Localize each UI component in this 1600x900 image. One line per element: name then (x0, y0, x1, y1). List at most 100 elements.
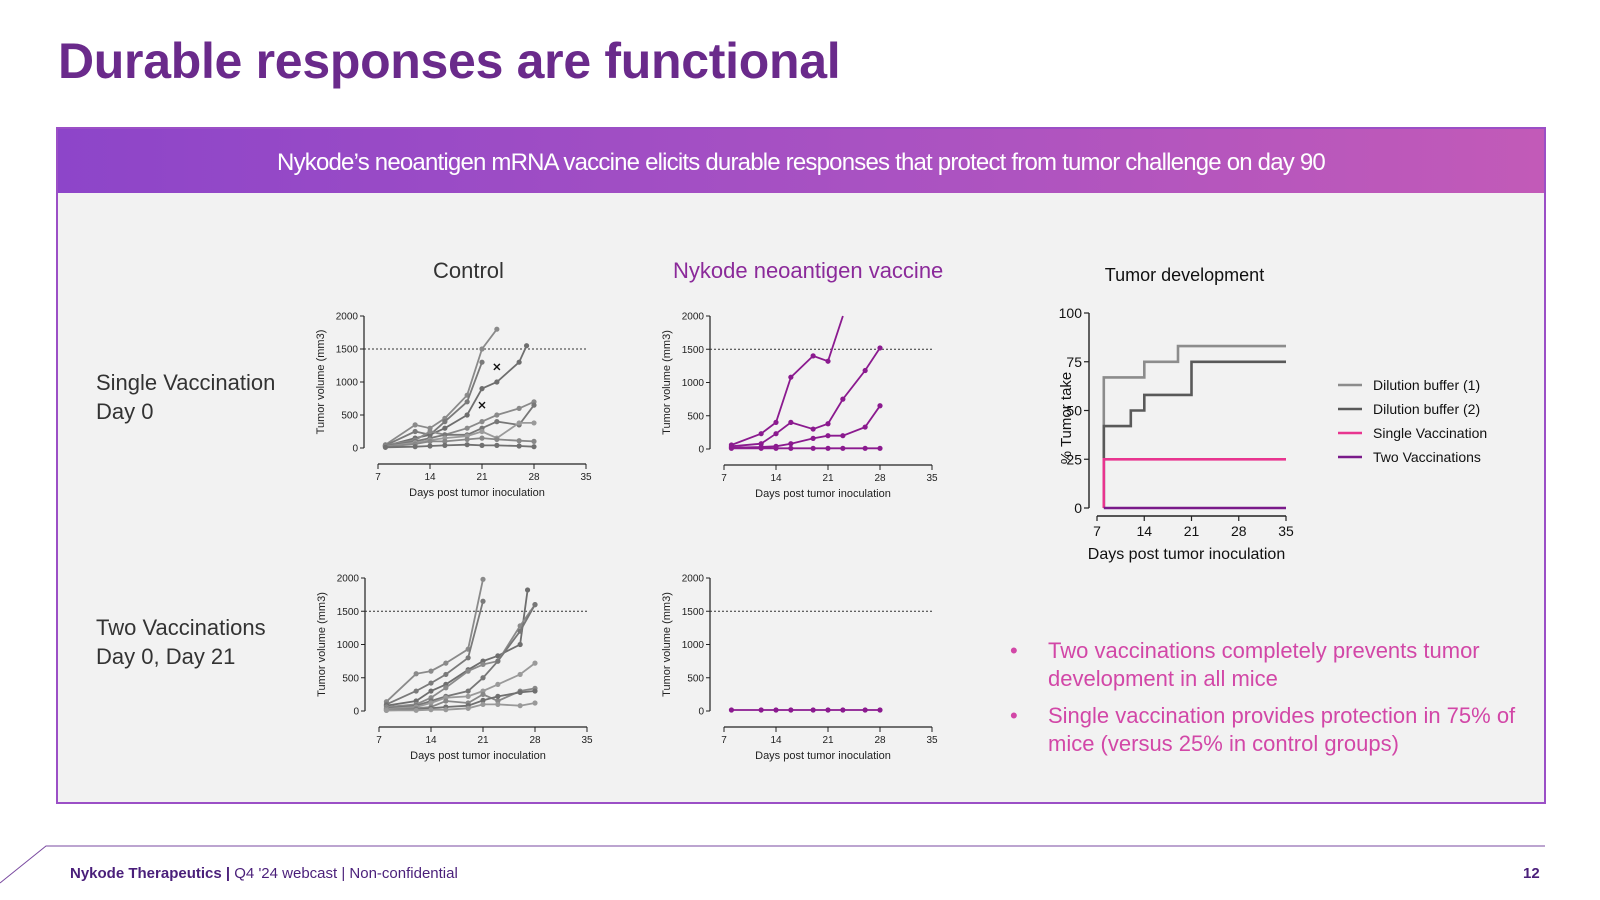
data-point (840, 396, 846, 402)
data-point (480, 701, 486, 707)
x-axis-label: Days post tumor inoculation (409, 487, 545, 499)
data-point (810, 707, 816, 713)
series-step-line (1102, 344, 1286, 508)
x-tick-label: 35 (926, 735, 938, 746)
x-tick-label: 28 (1231, 523, 1247, 539)
data-point (788, 374, 794, 380)
data-point (877, 445, 883, 451)
x-tick-label: 28 (874, 735, 886, 746)
data-point (825, 421, 831, 427)
data-point (840, 433, 846, 439)
data-point (495, 693, 501, 699)
series-line (386, 604, 536, 710)
data-point (516, 420, 522, 426)
x-tick-label: 35 (1278, 523, 1294, 539)
data-point (480, 576, 486, 582)
data-point (428, 680, 434, 686)
data-point (480, 675, 486, 681)
x-tick-label: 28 (874, 473, 886, 484)
data-point (479, 435, 485, 441)
data-point (442, 425, 448, 431)
x-tick-label: 35 (581, 735, 593, 746)
series-line (386, 601, 484, 706)
data-point (788, 441, 794, 447)
data-point (494, 419, 500, 425)
data-point (464, 442, 470, 448)
data-point (464, 399, 470, 405)
series-line (385, 579, 484, 703)
y-tick-label: 1500 (682, 345, 705, 356)
y-tick-label: 0 (698, 707, 704, 718)
chart-title: Tumor development (1105, 265, 1264, 285)
x-axis-label: Days post tumor inoculation (755, 488, 891, 500)
data-point (862, 424, 868, 430)
data-point (465, 705, 471, 711)
data-point (532, 700, 538, 706)
data-point (862, 445, 868, 451)
y-tick-label: 1000 (337, 640, 360, 651)
x-tick-label: 35 (926, 473, 938, 484)
data-point (788, 445, 794, 451)
data-point (788, 419, 794, 425)
data-point (428, 700, 434, 706)
footer: Nykode Therapeutics | Q4 '24 webcast | N… (70, 865, 458, 882)
bullet-dot: • (1010, 638, 1018, 663)
data-point (532, 688, 538, 694)
y-tick-label: 1000 (682, 640, 705, 651)
column-header-vaccine: Nykode neoantigen vaccine (673, 258, 944, 283)
data-point (825, 358, 831, 364)
data-point (862, 707, 868, 713)
data-point (465, 688, 471, 694)
data-point (479, 442, 485, 448)
x-tick-label: 14 (425, 735, 437, 746)
data-point (464, 425, 470, 431)
y-tick-label: 1500 (337, 607, 360, 618)
y-tick-label: 500 (342, 673, 359, 684)
censored-marker (493, 363, 501, 371)
data-point (443, 660, 449, 666)
data-point (412, 428, 418, 435)
row-label-single: Single Vaccination Day 0 (96, 368, 275, 426)
legend-label: Single Vaccination (1373, 425, 1487, 441)
x-tick-label: 14 (1136, 523, 1152, 539)
x-tick-label: 7 (375, 472, 381, 483)
y-tick-label: 0 (353, 707, 359, 718)
series-step-line (1102, 457, 1286, 508)
data-point (443, 671, 449, 678)
data-point (523, 343, 530, 349)
data-point (840, 445, 846, 451)
data-point (531, 438, 537, 444)
data-point (516, 405, 522, 411)
data-point (495, 653, 501, 659)
y-tick-label: 500 (687, 411, 704, 422)
data-point (479, 419, 485, 425)
data-point (427, 443, 433, 449)
y-axis-label: Tumor volume (mm3) (315, 330, 327, 435)
data-point (773, 419, 779, 425)
x-axis-label: Days post tumor inoculation (755, 750, 891, 762)
bullet-item: • Two vaccinations completely prevents t… (1004, 637, 1524, 693)
y-tick-label: 1500 (336, 345, 359, 356)
bullet-text: Two vaccinations completely prevents tum… (1048, 638, 1480, 691)
data-point (532, 660, 538, 666)
data-point (442, 438, 448, 444)
row-label-two: Two Vaccinations Day 0, Day 21 (96, 613, 266, 671)
page-number: 12 (1523, 865, 1540, 882)
data-point (494, 379, 500, 385)
data-point (516, 438, 522, 444)
x-tick-label: 35 (580, 472, 592, 483)
data-point (517, 628, 523, 634)
data-point (825, 433, 831, 439)
data-point (479, 346, 485, 352)
y-axis-label: Tumor volume (mm3) (316, 592, 328, 697)
data-point (479, 428, 485, 435)
data-point (877, 403, 883, 409)
y-tick-label: 500 (341, 411, 358, 422)
x-tick-label: 7 (1093, 523, 1101, 539)
data-point (495, 658, 501, 664)
y-axis-label: Tumor volume (mm3) (661, 330, 673, 435)
x-tick-label: 21 (822, 473, 834, 484)
bullet-dot: • (1010, 703, 1018, 728)
x-tick-label: 7 (376, 735, 382, 746)
x-axis-label: Days post tumor inoculation (1088, 546, 1285, 563)
